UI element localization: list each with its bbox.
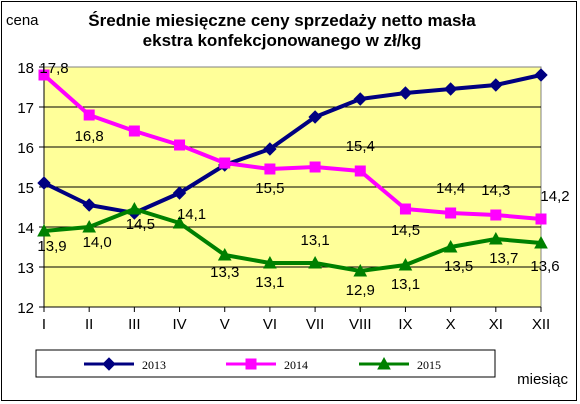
data-label: 13,7 bbox=[489, 250, 518, 267]
data-point-marker bbox=[263, 255, 277, 269]
chart-title-line: Średnie miesięczne ceny sprzedaży netto … bbox=[88, 11, 476, 30]
data-point-marker bbox=[83, 109, 95, 121]
series-line bbox=[42, 73, 542, 221]
y-tick-label: 17 bbox=[17, 100, 34, 117]
data-point-marker bbox=[308, 255, 322, 269]
data-point-marker bbox=[445, 207, 457, 219]
legend-label: 2014 bbox=[284, 358, 308, 372]
y-tick-label: 18 bbox=[17, 60, 34, 77]
data-point-marker bbox=[172, 186, 187, 200]
data-point-marker bbox=[263, 142, 277, 156]
data-labels: 17,8 16,8 15,5 15,4 14,5 14,4 14,3 14,2 13,9 14,0… bbox=[37, 60, 569, 299]
x-tick-label: XII bbox=[532, 316, 550, 333]
data-label: 13,1 bbox=[391, 276, 420, 293]
data-label: 16,8 bbox=[75, 128, 104, 145]
data-point-marker bbox=[443, 239, 458, 253]
y-tick-label: 13 bbox=[17, 260, 34, 277]
y-axis-label: cena bbox=[6, 12, 39, 29]
x-tick-label: V bbox=[220, 316, 230, 333]
data-label: 15,5 bbox=[255, 180, 284, 197]
data-point-marker bbox=[534, 235, 548, 249]
data-point-marker bbox=[398, 257, 413, 271]
data-label: 13,1 bbox=[300, 232, 329, 249]
data-label: 14,4 bbox=[436, 180, 465, 197]
data-point-marker bbox=[534, 68, 548, 82]
data-point-marker bbox=[354, 165, 366, 177]
data-point-marker bbox=[308, 110, 322, 124]
x-tick-label: III bbox=[128, 316, 141, 333]
data-label: 13,1 bbox=[255, 274, 284, 291]
data-label: 17,8 bbox=[39, 60, 68, 77]
data-label: 14,3 bbox=[481, 182, 510, 199]
y-tick-label: 12 bbox=[17, 300, 34, 317]
x-tick-label: IV bbox=[172, 316, 186, 333]
x-tick-label: I bbox=[42, 316, 46, 333]
x-tick-label: X bbox=[446, 316, 456, 333]
data-label: 14,2 bbox=[540, 188, 569, 205]
data-point-marker bbox=[353, 263, 368, 277]
data-point-marker bbox=[102, 357, 116, 371]
data-point-marker bbox=[488, 231, 503, 245]
data-label: 14,5 bbox=[126, 216, 155, 233]
data-point-marker bbox=[172, 215, 187, 229]
data-label: 12,9 bbox=[346, 282, 375, 299]
data-point-marker bbox=[377, 356, 391, 370]
data-point-marker bbox=[443, 82, 458, 96]
x-tick-label: VI bbox=[263, 316, 277, 333]
data-label: 14,0 bbox=[83, 234, 112, 251]
x-tick-label: IX bbox=[398, 316, 412, 333]
chart-title-line: ekstra konfekcjonowanego w zł/kg bbox=[143, 31, 422, 50]
data-point-marker bbox=[38, 69, 50, 81]
x-tick-label: VIII bbox=[349, 316, 372, 333]
data-label: 13,9 bbox=[37, 238, 66, 255]
x-tick-label: XI bbox=[489, 316, 503, 333]
title-group: cena miesiąc Średnie miesięczne ceny sprze… bbox=[6, 11, 568, 388]
data-point-marker bbox=[489, 78, 503, 92]
data-point-marker bbox=[353, 92, 367, 106]
data-label: 13,3 bbox=[210, 264, 239, 281]
data-point-marker bbox=[37, 176, 51, 190]
series-2015 bbox=[37, 201, 548, 277]
y-tick-label: 16 bbox=[17, 140, 34, 157]
legend-label: 2015 bbox=[417, 358, 441, 372]
legend-label: 2013 bbox=[142, 358, 166, 372]
data-point-marker bbox=[245, 358, 257, 370]
data-point-marker bbox=[174, 139, 186, 151]
data-point-marker bbox=[219, 157, 231, 169]
x-tick-label: VII bbox=[306, 316, 324, 333]
data-point-marker bbox=[309, 161, 321, 173]
y-tick-label: 14 bbox=[17, 220, 34, 237]
data-point-marker bbox=[264, 163, 276, 175]
legend: 2013 2014 2015 bbox=[35, 349, 496, 378]
data-point-marker bbox=[127, 201, 142, 215]
data-label: 15,4 bbox=[346, 138, 375, 155]
series-line bbox=[43, 207, 542, 273]
data-point-marker bbox=[535, 213, 547, 225]
data-point-marker bbox=[398, 86, 413, 100]
series-group bbox=[37, 68, 548, 277]
data-label: 14,5 bbox=[391, 222, 420, 239]
data-label: 14,1 bbox=[177, 206, 206, 223]
y-tick-label: 15 bbox=[17, 180, 34, 197]
data-point-marker bbox=[399, 203, 411, 215]
data-point-marker bbox=[82, 198, 96, 212]
x-axis-label: miesiąc bbox=[517, 371, 568, 388]
data-point-marker bbox=[217, 247, 232, 261]
data-label: 13,6 bbox=[530, 258, 559, 275]
data-point-marker bbox=[128, 125, 140, 137]
data-point-marker bbox=[82, 219, 97, 233]
data-point-marker bbox=[37, 223, 51, 237]
data-point-marker bbox=[490, 209, 502, 221]
data-label: 13,5 bbox=[444, 258, 473, 275]
plot-area bbox=[43, 66, 542, 308]
x-tick-label: II bbox=[85, 316, 93, 333]
series-2014 bbox=[38, 69, 547, 225]
